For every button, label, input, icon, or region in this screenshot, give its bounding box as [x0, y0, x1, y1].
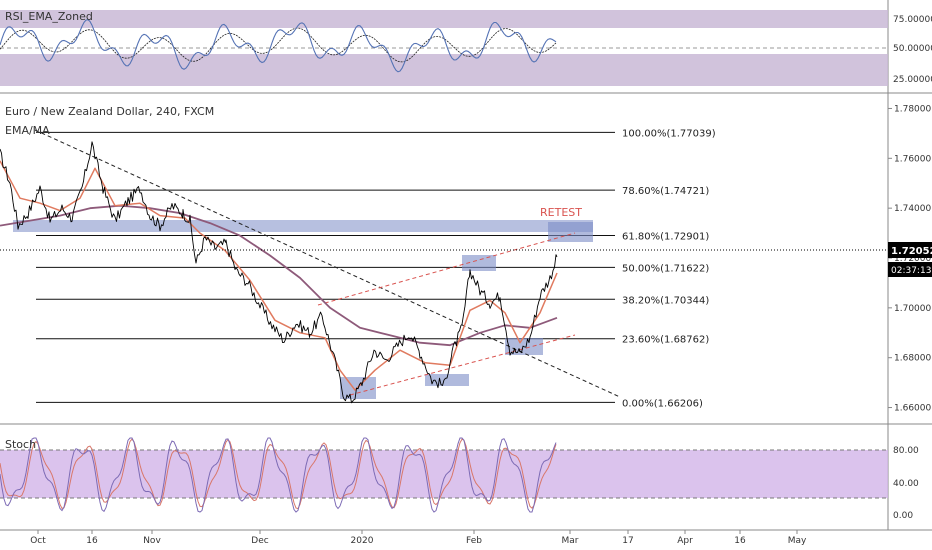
time-tick-label: Nov	[143, 536, 161, 546]
time-tick-label: Oct	[30, 536, 46, 546]
time-tick-label: Mar	[562, 536, 579, 546]
lower-channel-line	[349, 334, 576, 396]
countdown: 02:37:13	[891, 266, 931, 276]
fib-level-label: 0.00%(1.66206)	[622, 398, 703, 409]
stoch-k-line	[0, 437, 557, 513]
stoch-tick-40: 40.00	[893, 479, 919, 489]
rsi-lower-band	[0, 54, 888, 86]
ma-series-line	[0, 204, 558, 347]
rsi-panel-title: RSI_EMA_Zoned	[5, 10, 93, 23]
main-price-panel: 100.00%(1.77039) 78.60%(1.74721) 61.80%(1.…	[0, 104, 932, 414]
retest-annotation: RETEST	[540, 206, 582, 219]
rsi-tick-75: 75.00000	[893, 15, 932, 25]
retest-zone	[548, 222, 593, 242]
stoch-tick-0: 0.00	[893, 511, 913, 521]
feb-high-zone	[462, 255, 496, 271]
fib-level-label: 23.60%(1.68762)	[622, 335, 709, 346]
price-tag-box	[888, 242, 932, 258]
time-tick-label: 17	[622, 536, 633, 546]
rsi-line	[0, 19, 557, 73]
stoch-panel-title: Stoch	[5, 438, 36, 451]
time-tick-label: Dec	[251, 536, 268, 546]
price-series-line	[0, 141, 558, 404]
rsi-upper-band	[0, 10, 888, 28]
price-tick-label: 1.68000	[894, 354, 931, 364]
price-tick-label: 1.78000	[894, 104, 931, 114]
ema-ma-label: EMA/MA	[5, 124, 50, 137]
price-tick-label: 1.72000	[894, 254, 931, 264]
time-axis: Oct 16 Nov Dec 2020 Feb Mar 17 Apr 16 May	[30, 530, 807, 546]
symbol-title: Euro / New Zealand Dollar, 240, FXCM	[5, 105, 214, 118]
fib-level-label: 61.80%(1.72901)	[622, 232, 709, 243]
time-tick-label: 16	[734, 536, 746, 546]
price-tick-label: 1.76000	[894, 154, 931, 164]
time-tick-label: 16	[86, 536, 98, 546]
jan-low-zone	[425, 374, 469, 386]
time-tick-label: Feb	[466, 536, 482, 546]
fib-level-label: 50.00%(1.71622)	[622, 263, 709, 274]
upper-channel-line	[317, 232, 576, 306]
price-tag: 1.72052	[891, 246, 932, 257]
rsi-tick-25: 25.00000	[893, 75, 932, 85]
price-tick-label: 1.74000	[894, 204, 931, 214]
time-tick-label: Apr	[677, 536, 693, 546]
time-tick-label: 2020	[351, 536, 374, 546]
price-tick-label: 1.70000	[894, 304, 931, 314]
fib-level-label: 100.00%(1.77039)	[622, 128, 716, 139]
stoch-panel: Stoch 80.00 40.00 0.00	[0, 437, 919, 521]
rsi-tick-50: 50.00000	[893, 44, 932, 54]
countdown-box	[888, 262, 932, 277]
fib-level-label: 38.20%(1.70344)	[622, 295, 709, 306]
stoch-tick-80: 80.00	[893, 446, 919, 456]
resistance-zone	[13, 220, 593, 232]
stoch-band	[0, 450, 888, 498]
time-tick-label: May	[788, 536, 807, 546]
price-tick-label: 1.66000	[894, 404, 931, 414]
downtrend-line	[34, 129, 621, 398]
rsi-panel: RSI_EMA_Zoned 75.00000 50.00000 25.00000	[0, 10, 932, 86]
fib-level-label: 78.60%(1.74721)	[622, 186, 709, 197]
rsi-signal-line	[0, 27, 557, 63]
ema-series-line	[0, 160, 558, 391]
